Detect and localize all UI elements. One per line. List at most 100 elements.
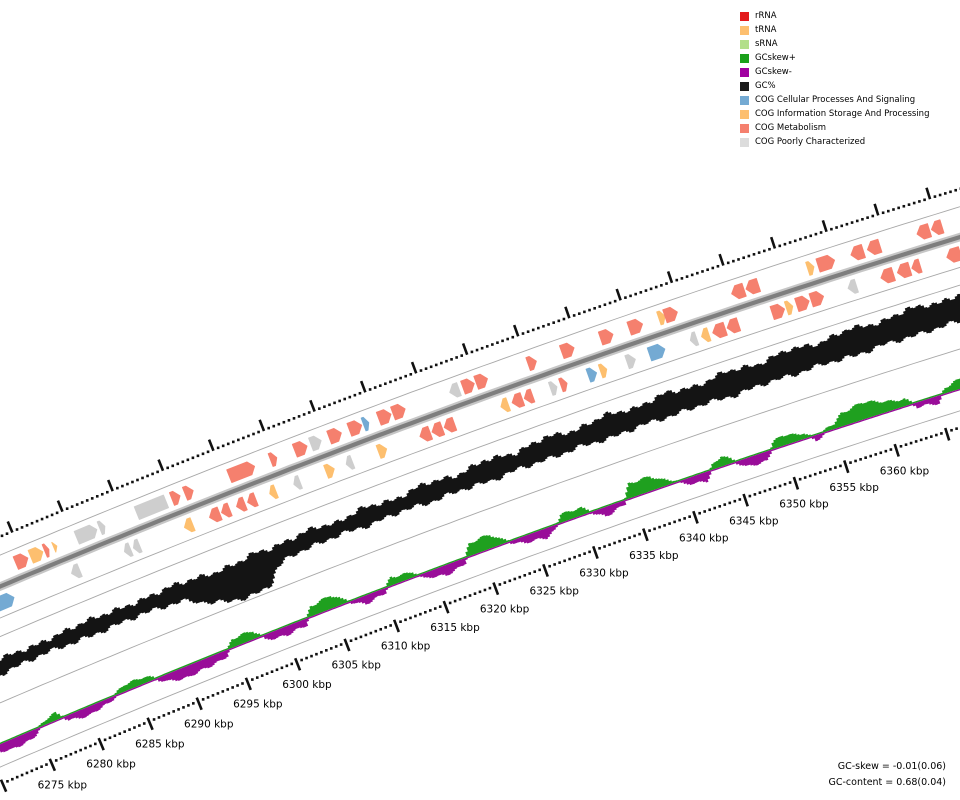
gene-arrow-M [326, 428, 342, 445]
minor-tick-dot [310, 654, 313, 658]
minor-tick-dot [598, 305, 602, 308]
minor-tick-dot [919, 438, 923, 442]
minor-tick-dot [629, 294, 632, 298]
minor-tick-dot [929, 435, 933, 438]
minor-tick-dot [678, 518, 681, 522]
minor-tick-dot [804, 236, 807, 239]
minor-tick-dot [924, 436, 928, 440]
minor-tick-dot [723, 503, 727, 506]
gene-arrow-M [236, 496, 248, 512]
gene-arrow-M [525, 356, 537, 371]
minor-tick-dot [414, 614, 417, 618]
minor-tick-dot [899, 444, 903, 448]
minor-tick-dot [123, 730, 126, 733]
major-tick [258, 419, 266, 432]
minor-tick-dot [603, 545, 606, 548]
minor-tick-dot [113, 734, 117, 738]
gene-arrow-M [209, 506, 223, 523]
gene-arrow-M [867, 238, 883, 255]
minor-tick-dot [300, 658, 303, 662]
minor-tick-dot [814, 232, 818, 236]
minor-tick-dot [30, 521, 34, 525]
minor-tick-dot [100, 492, 104, 496]
minor-tick-dot [419, 612, 422, 616]
legend-swatch-cog_metabolism [740, 123, 749, 133]
minor-tick-dot [277, 422, 281, 426]
minor-tick-dot [45, 515, 49, 519]
minor-tick-dot [54, 759, 58, 762]
minor-tick-dot [491, 343, 494, 346]
gc-skew-stat: GC-skew = -0.01(0.06) [837, 761, 946, 772]
minor-tick-dot [526, 330, 530, 334]
minor-tick-dot [923, 198, 926, 202]
minor-tick-dot [954, 188, 957, 192]
minor-tick-dot [819, 231, 823, 234]
minor-tick-dot [830, 227, 833, 231]
minor-tick-dot [11, 777, 14, 781]
minor-tick-dot [323, 405, 326, 409]
minor-tick-dot [216, 446, 220, 450]
minor-tick-dot [897, 206, 900, 210]
gene-arrow-P [133, 538, 143, 554]
minor-tick-dot [103, 738, 107, 742]
kbp-label: 6325 kbp [530, 585, 580, 597]
minor-tick-dot [64, 754, 68, 758]
minor-tick-dot [874, 453, 878, 456]
minor-tick-dot [65, 507, 69, 510]
kbp-label: 6305 kbp [331, 660, 381, 672]
minor-tick-dot [384, 382, 387, 386]
gene-arrow-C [360, 416, 370, 432]
minor-tick-dot [25, 771, 29, 775]
minor-tick-dot [84, 746, 87, 750]
gene-arrow-P [548, 381, 558, 396]
minor-tick-dot [307, 411, 311, 414]
track-line [0, 284, 960, 638]
track-line [0, 266, 960, 619]
gene-arrow-M [41, 543, 50, 558]
minor-tick-dot [558, 561, 561, 564]
minor-tick-dot [181, 460, 185, 464]
minor-tick-dot [438, 605, 442, 608]
major-tick [207, 439, 215, 452]
legend-label: GC% [755, 80, 776, 91]
minor-tick-dot [518, 575, 522, 579]
legend-label: sRNA [755, 38, 778, 49]
minor-tick-dot [835, 226, 838, 229]
major-tick [244, 677, 252, 691]
kbp-label: 6290 kbp [184, 718, 234, 730]
kbp-label: 6310 kbp [381, 641, 431, 653]
minor-tick-dot [226, 442, 230, 446]
minor-tick-dot [783, 242, 787, 246]
legend-item-cog_cellular: COG Cellular Processes And Signaling [740, 93, 929, 107]
minor-tick-dot [364, 633, 368, 637]
minor-tick-dot [448, 601, 452, 605]
track-boundary-lines [0, 206, 960, 768]
minor-tick-dot [20, 773, 24, 777]
kbp-label: 6285 kbp [135, 738, 185, 750]
legend-item-gcskew_minus: GCskew- [740, 65, 929, 79]
legend-label: GCskew+ [755, 52, 796, 63]
gene-arrow-P [847, 278, 859, 294]
minor-tick-dot [834, 466, 837, 469]
kbp-label: 6280 kbp [86, 759, 136, 771]
kbp-label: 6360 kbp [880, 466, 930, 478]
legend-swatch-sRNA [740, 39, 749, 49]
gene-arrow-M [291, 441, 308, 458]
minor-tick-dot [563, 559, 566, 563]
gene-arrow-P [124, 542, 134, 557]
major-tick [769, 236, 777, 249]
minor-tick-dot [523, 574, 527, 577]
minor-tick-dot [639, 291, 643, 294]
minor-tick-dot [216, 692, 220, 695]
minor-tick-dot [513, 577, 517, 581]
gene-arrow-C [0, 592, 15, 612]
kbp-label: 6330 kbp [579, 567, 629, 579]
minor-tick-dot [808, 474, 812, 478]
kbp-label: 6295 kbp [233, 699, 283, 711]
minor-tick-dot [783, 482, 787, 486]
gene-arrow-M [559, 342, 575, 359]
minor-tick-dot [287, 418, 291, 422]
minor-tick-dot [483, 588, 487, 592]
minor-tick-dot [638, 532, 641, 536]
backbone-inner [0, 234, 960, 589]
